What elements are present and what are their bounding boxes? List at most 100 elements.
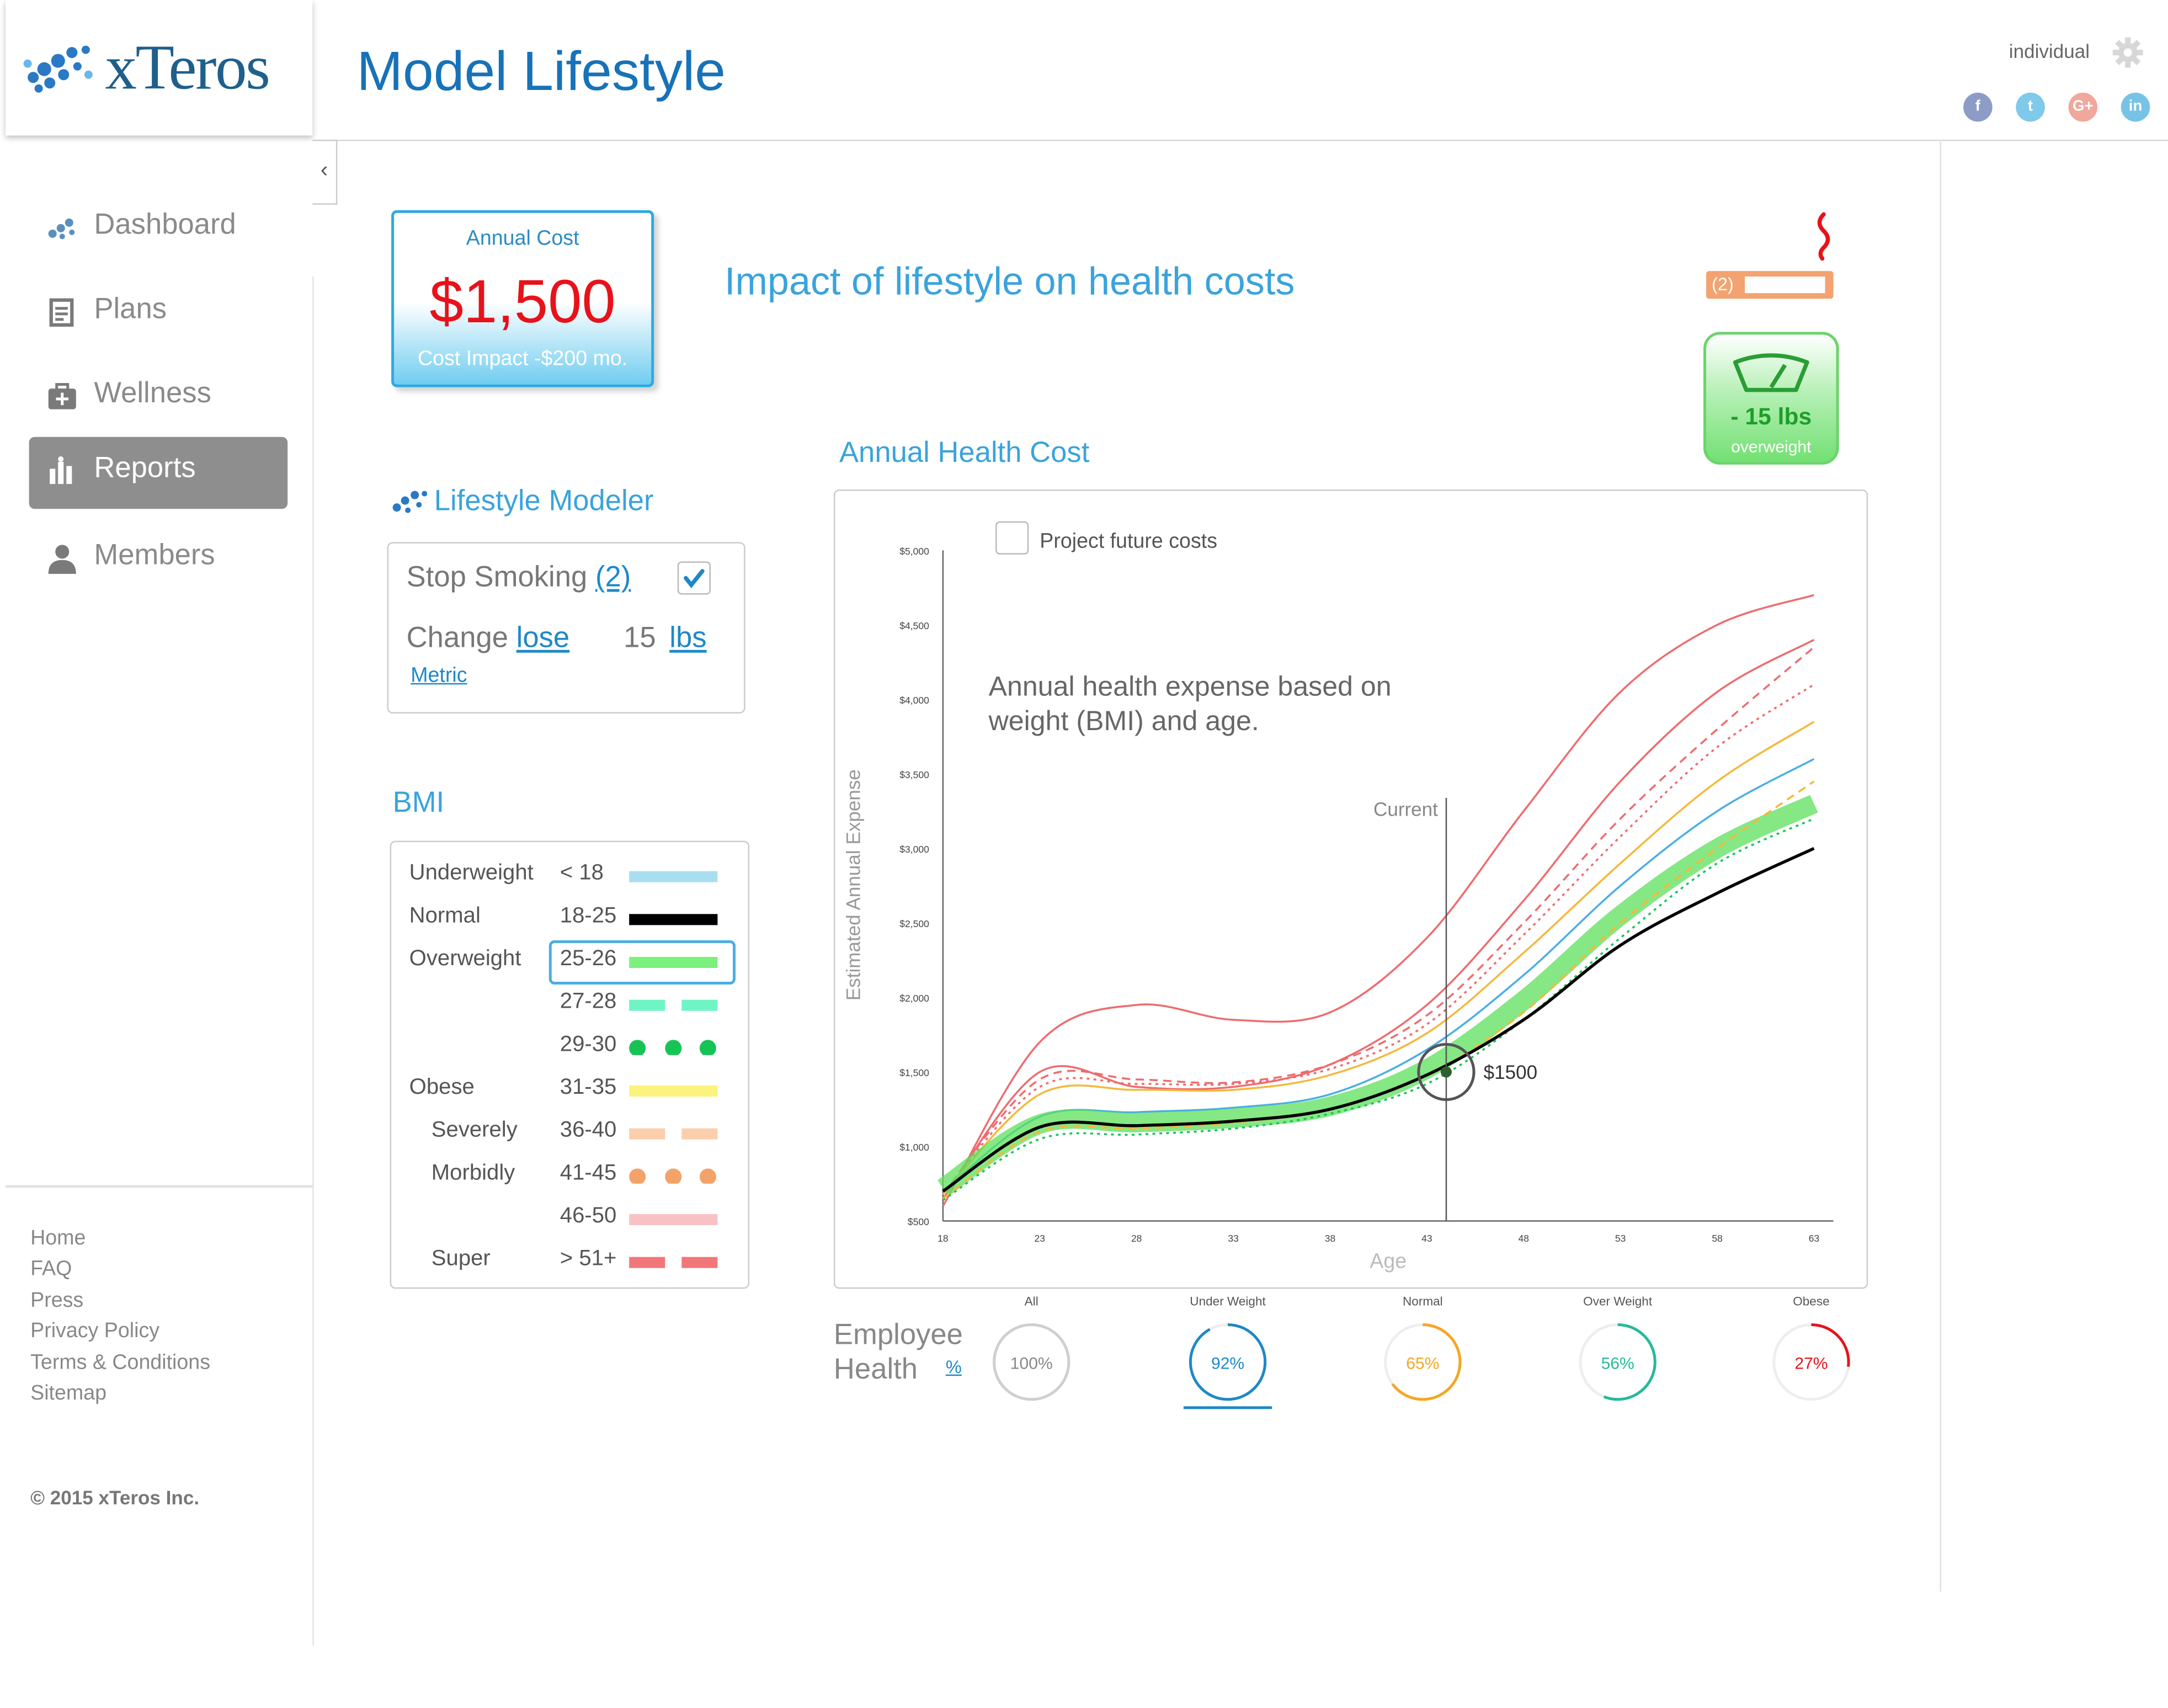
gauge-percent: 92% [1211,1355,1244,1373]
gauge-under-weight[interactable]: 92% [1185,1318,1270,1406]
gauge-percent: 100% [1010,1355,1053,1373]
bmi-row[interactable]: 46-50 [391,1204,748,1247]
chart-title: Annual Health Cost [839,437,1090,469]
page-title: Model Lifestyle [356,41,726,103]
gauge-obese[interactable]: 27% [1769,1318,1854,1406]
sidebar-item-wellness[interactable]: Wellness [29,362,288,431]
bmi-row[interactable]: Severely 36-40 [391,1119,748,1162]
annual-cost-card: Annual Cost $1,500 Cost Impact -$200 mo. [391,210,654,387]
bmi-row[interactable]: Underweight < 18 [391,861,748,904]
footer-link-terms[interactable]: Terms & Conditions [30,1351,211,1375]
gauge-over-weight[interactable]: 56% [1575,1318,1660,1406]
footer-link-press[interactable]: Press [30,1289,84,1312]
collapse-sidebar-button[interactable]: ‹ [312,140,338,205]
x-tick-label: 48 [1519,1233,1529,1244]
x-tick-label: 23 [1035,1233,1045,1244]
bmi-row[interactable]: Obese 31-35 [391,1076,748,1119]
bmi-row[interactable]: 27-28 [391,990,748,1033]
footer-link-faq[interactable]: FAQ [30,1257,72,1281]
bar-chart-icon [50,456,72,484]
twitter-icon[interactable]: t [2016,92,2045,122]
series-line-overweight [937,795,1818,1196]
footer-link-home[interactable]: Home [30,1226,86,1251]
bmi-row[interactable]: Overweight 25-26 [391,947,748,990]
sidebar-divider [312,276,314,1646]
clipboard-icon [49,298,74,327]
y-axis-label: Estimated Annual Expense [843,769,865,1001]
y-tick-label: $1,000 [899,1142,929,1153]
series-line-severely [942,683,1815,1195]
google-plus-icon[interactable]: G+ [2068,92,2098,122]
gauge-percent: 27% [1794,1355,1828,1373]
bmi-line-swatch [629,1168,716,1184]
bmi-range: 27-28 [560,990,617,1014]
bmi-line-swatch [629,1128,718,1140]
change-weight-row: Change lose [407,622,570,656]
bmi-line-swatch [629,1214,718,1226]
footer-link-privacy[interactable]: Privacy Policy [30,1319,160,1343]
bmi-range: 25-26 [560,947,617,971]
project-future-checkbox[interactable] [995,521,1029,555]
y-tick-label: $3,000 [899,844,929,855]
gauge-label: Over Weight [1583,1294,1653,1308]
change-direction-link[interactable]: lose [516,622,570,655]
stop-smoking-label: Stop Smoking [406,561,588,593]
bmi-line-swatch [629,871,718,882]
chevron-left-icon: ‹ [320,159,328,183]
series-line-obese [942,721,1815,1195]
series-line-morbidly [942,646,1815,1195]
scale-icon [1733,353,1809,392]
change-unit-link[interactable]: lbs [669,622,707,655]
footer-link-sitemap[interactable]: Sitemap [30,1381,107,1405]
facebook-icon[interactable]: f [1963,92,1993,122]
bmi-category-name: Obese [409,1076,475,1100]
change-amount[interactable]: 15 [624,622,656,655]
bmi-category-name: Morbidly [431,1161,515,1185]
sidebar-item-plans[interactable]: Plans [29,278,288,347]
bmi-row[interactable]: 29-30 [391,1033,748,1076]
lifestyle-modeler-title: Lifestyle Modeler [434,485,654,518]
bmi-row[interactable]: Morbidly 41-45 [391,1162,748,1205]
gear-icon[interactable] [2112,37,2143,68]
cost-impact-text: Cost Impact -$200 mo. [418,347,628,371]
y-tick-label: $4,000 [899,695,929,706]
sidebar-item-reports[interactable]: Reports [29,437,288,509]
chart-annotation: Annual health expense based on weight (B… [988,672,1392,737]
metric-link[interactable]: Metric [411,663,467,688]
current-marker-dot [1440,1066,1452,1078]
bmi-category-name: Overweight [409,947,521,971]
sidebar-item-dashboard[interactable]: Dashboard [29,194,288,263]
weight-change: - 15 lbs [1730,403,1812,430]
bmi-row[interactable]: Super > 51+ [391,1247,748,1290]
bmi-line-swatch [629,1040,716,1055]
smoke-icon [1817,212,1830,261]
series-line-normal [942,847,1815,1193]
gauge-all[interactable]: 100% [989,1318,1074,1406]
logo[interactable]: xTeros [6,0,313,136]
bmi-category-name: Normal [409,904,481,928]
stop-smoking-count-link[interactable]: (2) [595,561,631,593]
y-tick-label: $2,500 [899,918,929,929]
x-tick-label: 53 [1615,1233,1626,1244]
user-label[interactable]: individual [2009,40,2090,62]
x-tick-label: 33 [1228,1233,1238,1244]
smoking-indicator: (2) [1706,271,1834,299]
y-tick-label: $500 [908,1216,929,1227]
smoking-count: (2) [1712,274,1734,295]
bmi-range: 46-50 [560,1204,617,1228]
stop-smoking-checkbox[interactable] [677,561,711,595]
gauge-normal[interactable]: 65% [1380,1318,1466,1406]
bmi-row[interactable]: Normal 18-25 [391,904,748,948]
current-marker-ring[interactable] [1417,1042,1475,1102]
stop-smoking-row: Stop Smoking (2) [407,561,631,594]
sidebar-item-label: Dashboard [94,209,236,241]
person-icon [48,545,76,574]
series-line-super [942,594,1814,1207]
bmi-title: BMI [392,786,445,819]
bmi-line-swatch [629,914,718,925]
linkedin-icon[interactable]: in [2121,92,2150,122]
series-line-29-30 [942,817,1815,1201]
percent-toggle-link[interactable]: % [945,1356,962,1377]
x-tick-label: 28 [1131,1233,1142,1244]
sidebar-item-members[interactable]: Members [29,524,288,593]
